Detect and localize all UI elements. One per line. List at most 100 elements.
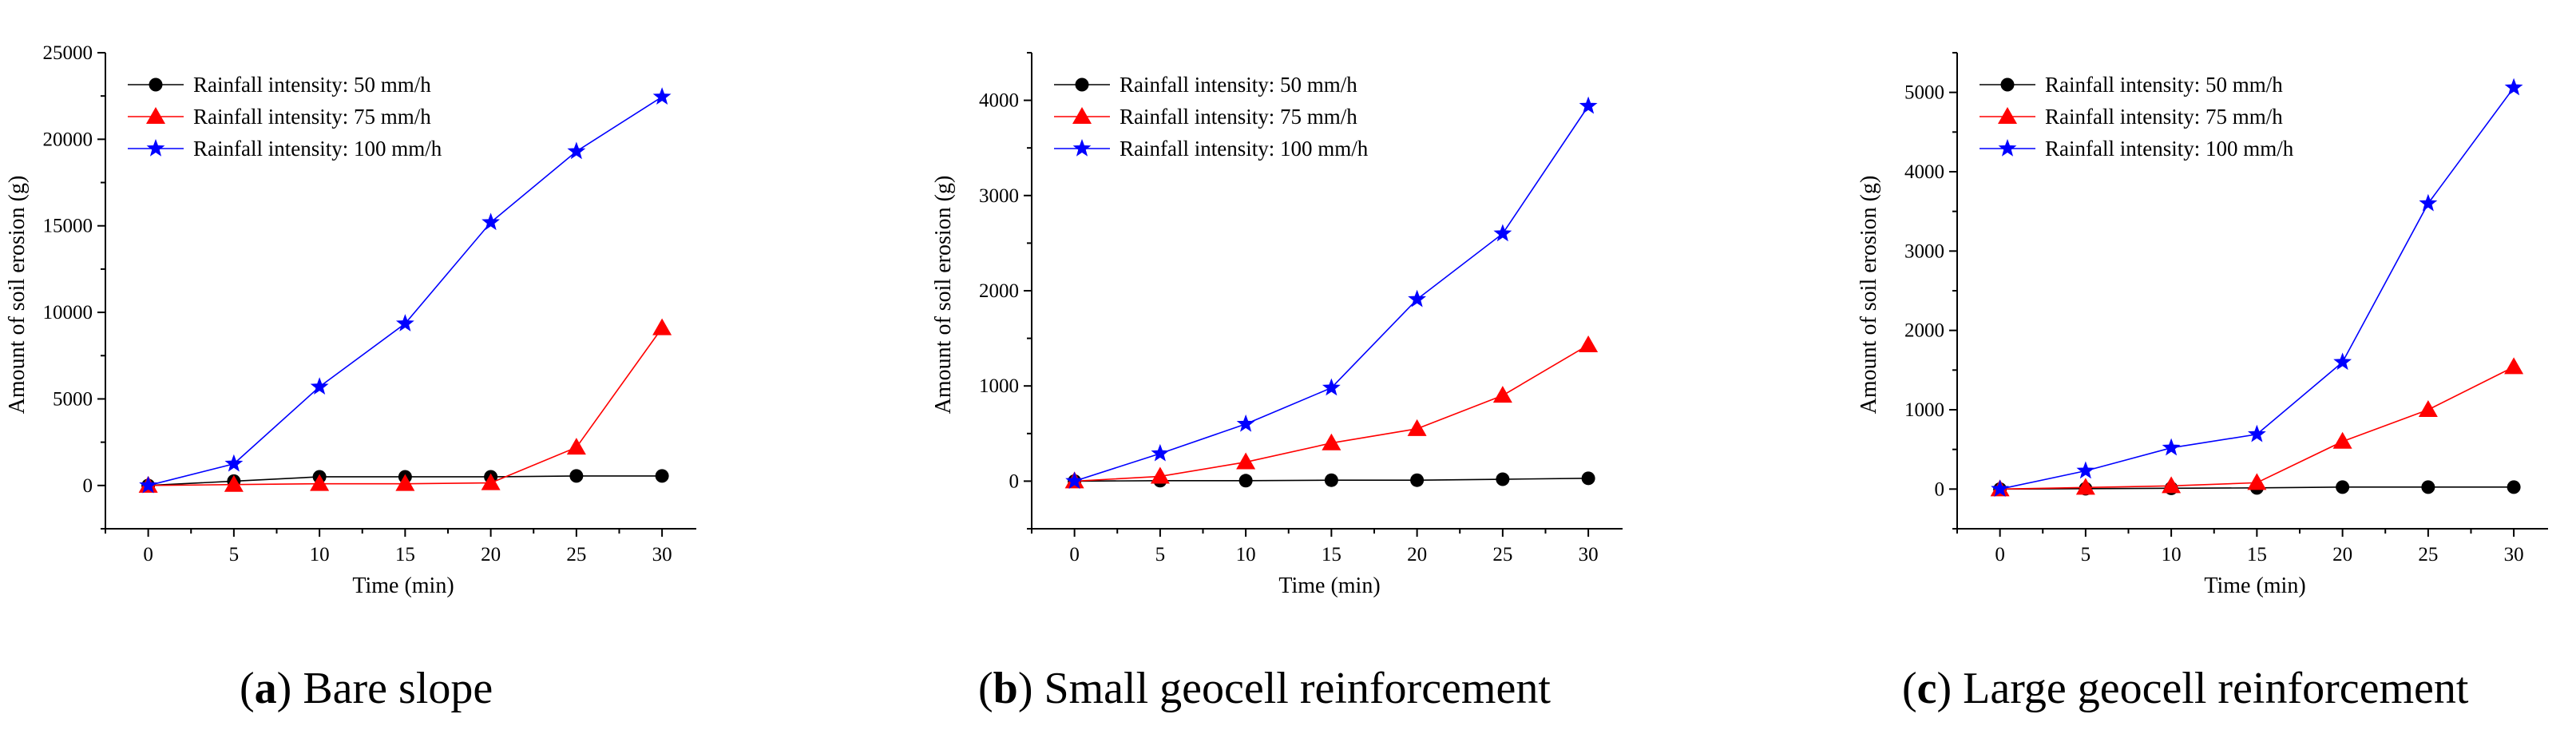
x-tick-label: 5 xyxy=(1155,544,1166,565)
data-point-series-2 xyxy=(2075,478,2095,495)
y-tick-label: 1000 xyxy=(1904,399,1944,421)
data-point-series-1 xyxy=(2507,480,2521,494)
x-tick-label: 15 xyxy=(1322,544,1342,565)
legend: Rainfall intensity: 50 mm/h Rainfall inte… xyxy=(128,73,442,161)
data-point-series-1 xyxy=(2421,480,2435,494)
x-tick-label: 15 xyxy=(395,544,415,565)
y-tick-label: 10000 xyxy=(43,302,93,323)
caption-letter: b xyxy=(993,664,1018,713)
legend-marker xyxy=(1075,77,1089,92)
data-point-series-2 xyxy=(2418,400,2438,417)
y-tick-label: 0 xyxy=(1009,470,1020,492)
y-tick-label: 15000 xyxy=(43,216,93,237)
legend-marker xyxy=(1998,107,2017,124)
x-tick-label: 0 xyxy=(1069,544,1080,565)
y-tick-label: 4000 xyxy=(1904,161,1944,183)
legend-label: Rainfall intensity: 75 mm/h xyxy=(2045,105,2283,129)
x-tick-label: 10 xyxy=(2162,544,2182,565)
legend-marker xyxy=(146,139,165,157)
data-point-series-2 xyxy=(566,438,586,455)
data-point-series-3 xyxy=(2076,461,2095,479)
caption-a: (a) Bare slope xyxy=(240,664,493,713)
y-tick-label: 4000 xyxy=(979,90,1019,112)
data-point-series-3 xyxy=(1236,414,1255,432)
legend-label: Rainfall intensity: 50 mm/h xyxy=(193,73,431,97)
legend-label: Rainfall intensity: 75 mm/h xyxy=(1120,105,1357,129)
legend-marker xyxy=(149,77,163,92)
legend-label: Rainfall intensity: 50 mm/h xyxy=(1120,73,1357,97)
series-line-2 xyxy=(1074,344,1589,482)
data-point-series-2 xyxy=(652,318,672,335)
data-point-series-2 xyxy=(2247,473,2267,490)
data-point-series-3 xyxy=(1408,289,1427,308)
data-point-series-3 xyxy=(1991,479,2010,498)
data-point-series-2 xyxy=(224,474,244,492)
data-point-series-3 xyxy=(1065,471,1084,490)
data-point-series-3 xyxy=(395,314,414,331)
x-axis-label: Time (min) xyxy=(352,573,454,598)
data-point-series-3 xyxy=(224,454,244,472)
legend-label: Rainfall intensity: 75 mm/h xyxy=(193,105,431,129)
x-axis-label: Time (min) xyxy=(1278,573,1380,598)
y-tick-label: 5000 xyxy=(1904,82,1944,104)
chart-a: 0 5000 10000 15000 20000 25000 0 5 10 15 20 25 30 Tim… xyxy=(5,42,696,598)
y-axis-label: Amount of soil erosion (g) xyxy=(1857,176,1881,415)
caption-text: Large geocell reinforcement xyxy=(1963,664,2469,713)
legend: Rainfall intensity: 50 mm/h Rainfall inte… xyxy=(1980,73,2294,161)
data-point-series-2 xyxy=(1150,466,1170,484)
y-tick-label: 2000 xyxy=(1904,320,1944,342)
x-tick-label: 5 xyxy=(229,544,240,565)
data-point-series-3 xyxy=(310,377,329,395)
legend-marker xyxy=(146,107,165,124)
x-tick-label: 30 xyxy=(652,544,672,565)
data-point-series-2 xyxy=(395,474,415,491)
data-point-series-2 xyxy=(2504,357,2524,375)
y-tick-label: 0 xyxy=(83,475,93,497)
caption-b: (b) Small geocell reinforcement xyxy=(978,664,1551,713)
x-tick-label: 5 xyxy=(2081,544,2091,565)
y-tick-label: 25000 xyxy=(43,42,93,64)
data-point-series-2 xyxy=(481,473,501,490)
data-point-series-3 xyxy=(567,141,586,160)
chart-c: 0 1000 2000 3000 4000 5000 0 5 10 15 20 25 30 Time (m… xyxy=(1857,52,2548,598)
y-tick-label: 0 xyxy=(1935,478,1945,500)
legend-label: Rainfall intensity: 50 mm/h xyxy=(2045,73,2283,97)
caption-letter: c xyxy=(1916,664,1937,713)
data-point-series-2 xyxy=(2162,476,2182,494)
data-point-series-2 xyxy=(2332,431,2352,449)
x-tick-label: 30 xyxy=(2504,544,2524,565)
x-tick-label: 20 xyxy=(481,544,501,565)
legend: Rainfall intensity: 50 mm/h Rainfall inte… xyxy=(1054,73,1369,161)
legend-label: Rainfall intensity: 100 mm/h xyxy=(2045,137,2294,161)
caption-c: (c) Large geocell reinforcement xyxy=(1902,664,2469,713)
data-point-series-2 xyxy=(1322,433,1342,450)
legend-marker xyxy=(1072,107,1092,124)
data-point-series-2 xyxy=(1236,452,1256,470)
x-tick-label: 20 xyxy=(1407,544,1427,565)
data-point-series-3 xyxy=(482,212,501,231)
y-tick-label: 1000 xyxy=(979,375,1019,397)
x-tick-label: 25 xyxy=(566,544,586,565)
data-point-series-1 xyxy=(1410,473,1425,487)
data-point-series-3 xyxy=(139,475,158,494)
data-point-series-1 xyxy=(655,469,669,483)
legend-marker xyxy=(1998,139,2017,157)
legend-label: Rainfall intensity: 100 mm/h xyxy=(1120,137,1369,161)
data-point-series-3 xyxy=(1579,96,1598,114)
x-tick-label: 20 xyxy=(2332,544,2352,565)
data-point-series-3 xyxy=(1322,378,1341,396)
data-point-series-2 xyxy=(1492,386,1512,403)
legend-marker xyxy=(1072,139,1092,157)
x-axis-label: Time (min) xyxy=(2204,573,2305,598)
x-tick-label: 10 xyxy=(310,544,330,565)
x-tick-label: 30 xyxy=(1579,544,1599,565)
data-point-series-3 xyxy=(2504,77,2523,96)
data-point-series-2 xyxy=(1579,335,1599,352)
x-tick-label: 15 xyxy=(2247,544,2267,565)
x-tick-label: 10 xyxy=(1236,544,1256,565)
x-tick-label: 0 xyxy=(1995,544,2005,565)
series-line-2 xyxy=(148,327,663,486)
y-axis-label: Amount of soil erosion (g) xyxy=(931,176,956,415)
data-point-series-3 xyxy=(2333,352,2352,371)
